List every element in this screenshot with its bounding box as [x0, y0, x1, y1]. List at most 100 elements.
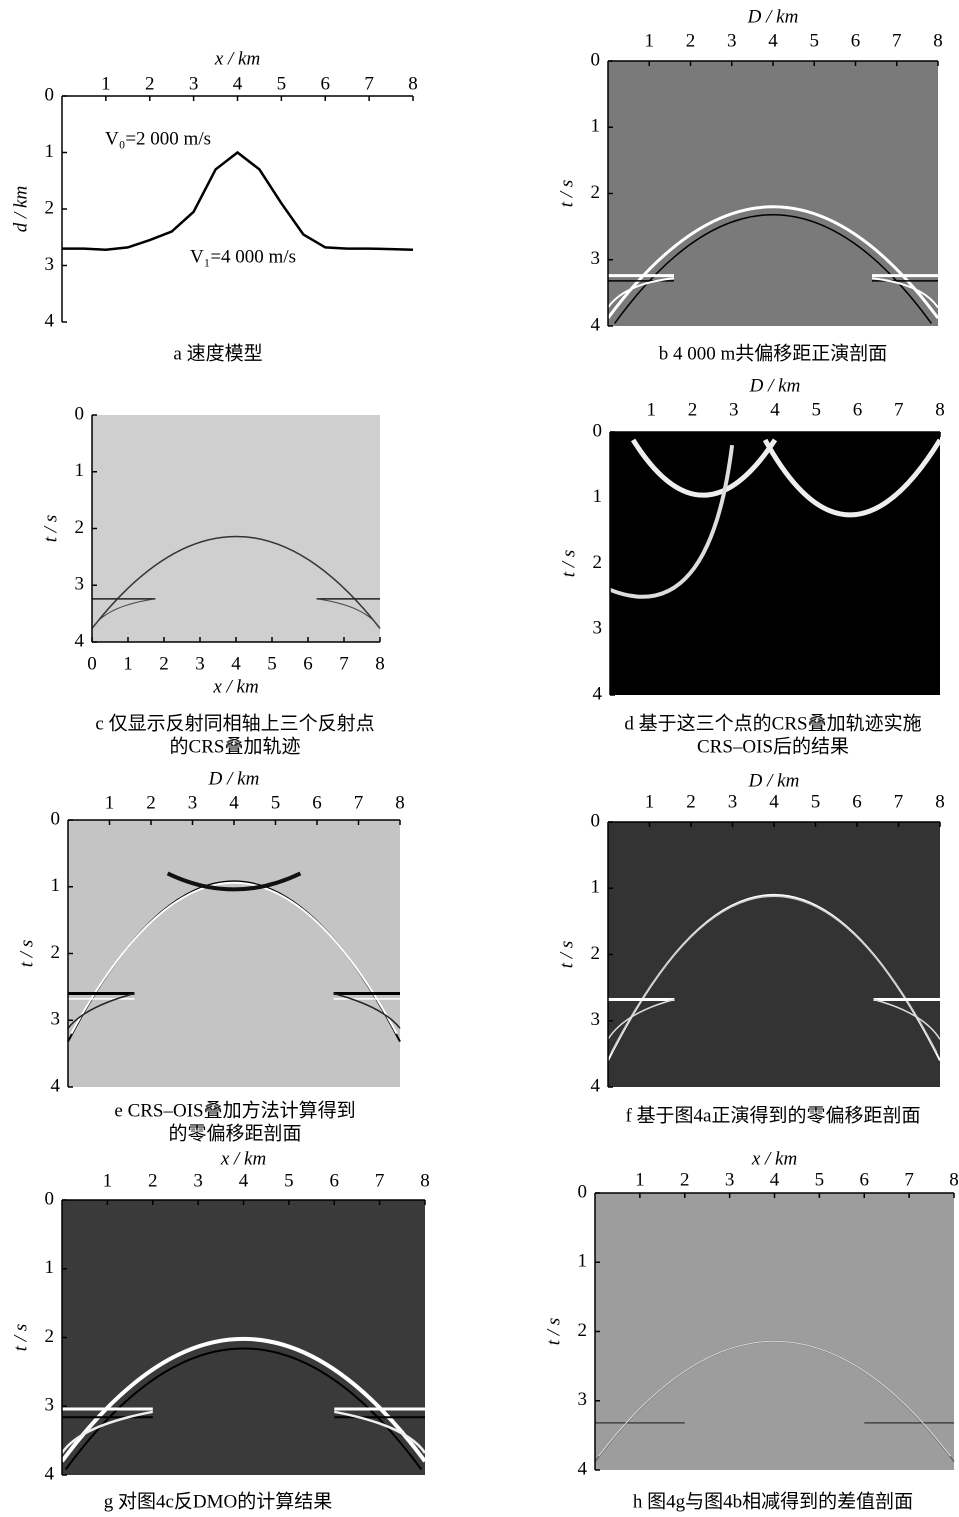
y-tick-label: 4: [75, 630, 85, 651]
x-tick-label: 2: [159, 653, 169, 674]
y-tick-label: 1: [51, 875, 61, 896]
x-tick-label: 2: [148, 1170, 158, 1191]
section-image: [92, 415, 380, 642]
x-tick-label: 8: [935, 399, 945, 420]
y-tick-label: 3: [45, 1395, 55, 1416]
x-axis-label: D / km: [749, 375, 801, 396]
y-tick-label: 2: [51, 942, 61, 963]
interface-line: [62, 153, 413, 250]
y-tick-label: 0: [578, 1181, 588, 1202]
x-axis-label: x / km: [220, 1148, 266, 1169]
caption: d 基于这三个点的CRS叠加轨迹实施: [624, 712, 921, 734]
y-tick-label: 0: [45, 84, 55, 105]
section-image: [608, 61, 938, 326]
x-tick-label: 1: [105, 792, 115, 813]
y-axis-label: t / s: [16, 940, 37, 967]
x-tick-label: 3: [728, 791, 738, 812]
caption: a 速度模型: [173, 342, 262, 364]
x-tick-label: 6: [852, 791, 862, 812]
y-tick-label: 3: [578, 1389, 588, 1410]
x-tick-label: 3: [193, 1170, 203, 1191]
panel: 1234567801234x / kmt / sg 对图4c反DMO的计算结果: [10, 1148, 429, 1512]
x-tick-label: 5: [815, 1169, 825, 1190]
x-tick-label: 3: [725, 1169, 735, 1190]
x-tick-label: 7: [894, 399, 904, 420]
x-tick-label: 7: [364, 73, 374, 94]
x-tick-label: 3: [189, 73, 199, 94]
x-tick-label: 5: [271, 792, 281, 813]
y-tick-label: 0: [75, 403, 85, 424]
y-tick-label: 3: [593, 618, 603, 639]
x-tick-label: 4: [229, 792, 239, 813]
x-tick-label: 8: [949, 1169, 959, 1190]
y-tick-label: 4: [578, 1458, 588, 1479]
y-tick-label: 4: [51, 1075, 61, 1096]
caption: c 仅显示反射同相轴上三个反射点: [95, 712, 374, 734]
y-tick-label: 1: [591, 877, 601, 898]
x-tick-label: 4: [233, 73, 243, 94]
x-tick-label: 5: [811, 791, 821, 812]
x-tick-label: 0: [87, 653, 97, 674]
caption: f 基于图4a正演得到的零偏移距剖面: [625, 1104, 920, 1126]
x-tick-label: 8: [935, 791, 945, 812]
y-tick-label: 1: [45, 141, 55, 162]
x-axis-label: D / km: [748, 770, 800, 791]
y-axis-label: t / s: [10, 1324, 31, 1351]
x-tick-label: 2: [145, 73, 155, 94]
y-tick-label: 2: [75, 517, 85, 538]
x-tick-label: 1: [647, 399, 657, 420]
x-tick-label: 7: [892, 30, 902, 51]
section-image: [608, 822, 940, 1087]
x-tick-label: 8: [420, 1170, 430, 1191]
y-tick-label: 4: [45, 1463, 55, 1484]
y-tick-label: 4: [591, 1075, 601, 1096]
y-tick-label: 1: [591, 116, 601, 137]
caption: g 对图4c反DMO的计算结果: [104, 1490, 333, 1512]
x-tick-label: 8: [933, 30, 943, 51]
caption: e CRS–OIS叠加方法计算得到: [114, 1099, 355, 1121]
y-axis-label: t / s: [558, 550, 579, 577]
x-tick-label: 5: [277, 73, 287, 94]
y-tick-label: 2: [593, 552, 603, 573]
x-tick-label: 2: [688, 399, 698, 420]
x-tick-label: 3: [188, 792, 198, 813]
x-tick-label: 4: [768, 30, 778, 51]
y-tick-label: 2: [45, 1326, 55, 1347]
y-tick-label: 0: [593, 420, 603, 441]
x-tick-label: 1: [101, 73, 111, 94]
x-tick-label: 6: [312, 792, 322, 813]
y-tick-label: 0: [591, 810, 601, 831]
annotation: V₀=2 000 m/s: [105, 128, 211, 149]
x-tick-label: 4: [239, 1170, 249, 1191]
x-tick-label: 7: [904, 1169, 914, 1190]
x-axis-label: x / km: [212, 676, 258, 697]
x-tick-label: 3: [727, 30, 737, 51]
x-axis-label: D / km: [208, 768, 260, 789]
x-tick-label: 6: [330, 1170, 340, 1191]
y-tick-label: 3: [591, 248, 601, 269]
y-tick-label: 0: [51, 808, 61, 829]
x-tick-label: 1: [123, 653, 133, 674]
x-tick-label: 1: [645, 30, 655, 51]
y-tick-label: 0: [591, 49, 601, 70]
x-tick-label: 7: [354, 792, 364, 813]
y-tick-label: 2: [591, 182, 601, 203]
y-tick-label: 4: [593, 683, 603, 704]
figure: 1234567801234x / kmd / kma 速度模型V₀=2 000 …: [0, 0, 959, 1517]
x-axis-label: x / km: [214, 48, 260, 69]
y-tick-label: 2: [591, 943, 601, 964]
x-tick-label: 1: [103, 1170, 113, 1191]
x-tick-label: 6: [853, 399, 863, 420]
y-tick-label: 1: [593, 486, 603, 507]
y-tick-label: 3: [75, 574, 85, 595]
x-tick-label: 7: [894, 791, 904, 812]
x-tick-label: 4: [770, 399, 780, 420]
x-tick-label: 3: [729, 399, 739, 420]
section-image: [68, 820, 400, 1087]
x-tick-label: 4: [231, 653, 241, 674]
y-tick-label: 4: [591, 314, 601, 335]
x-tick-label: 5: [812, 399, 822, 420]
x-tick-label: 7: [375, 1170, 385, 1191]
x-tick-label: 1: [645, 791, 655, 812]
